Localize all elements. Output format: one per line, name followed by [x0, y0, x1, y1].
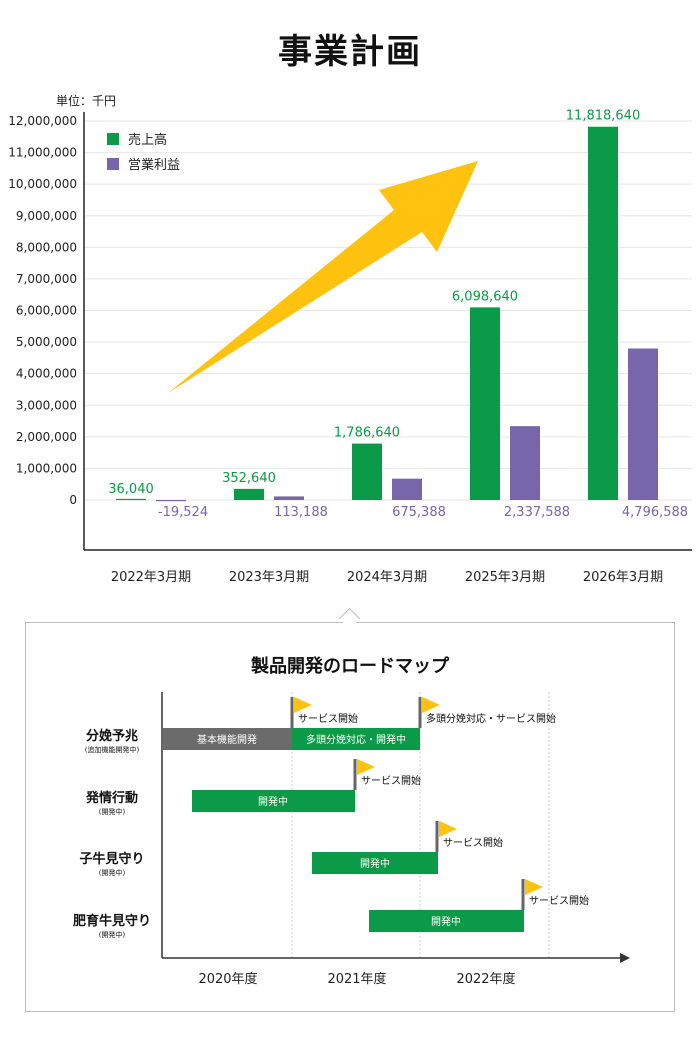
data-label-sales: 11,818,640 [566, 109, 640, 124]
page-title: 事業計画 [278, 32, 422, 72]
bar-profit [392, 478, 422, 500]
flag-marker: サービス開始 [290, 697, 358, 728]
y-tick-label: 2,000,000 [16, 430, 77, 444]
year-label: 2021年度 [327, 971, 386, 987]
gantt-bar-label: 基本機能開発 [197, 733, 257, 746]
gantt-bar-label: 開発中 [431, 915, 461, 928]
legend-swatch-profit [107, 158, 119, 170]
row-sub: (開発中) [99, 930, 126, 939]
growth-arrow-icon [168, 161, 478, 393]
gantt-bar [163, 728, 292, 750]
bar-chart: 12,000,000 11,000,000 10,000,000 9,000,000 8… [8, 109, 692, 585]
year-label: 2020年度 [198, 971, 257, 987]
flag-icon [294, 697, 312, 713]
data-label-sales: 352,640 [222, 471, 276, 486]
legend-swatch-sales [107, 133, 119, 145]
data-label-sales: 6,098,640 [452, 289, 518, 304]
row-name: 子牛見守り [79, 851, 144, 867]
data-label-profit: 4,796,588 [622, 505, 688, 520]
bars [116, 126, 658, 502]
flag-label: サービス開始 [443, 836, 503, 849]
row-name: 分娩予兆 [86, 728, 138, 744]
roadmap-panel [25, 622, 675, 1012]
legend-label-sales: 売上高 [128, 132, 167, 148]
y-tick-label: 3,000,000 [16, 398, 77, 412]
gantt-bar [369, 910, 524, 932]
x-tick-label: 2026年3月期 [583, 570, 663, 585]
x-tick-label: 2023年3月期 [229, 570, 309, 585]
bar-sales [116, 498, 146, 501]
gantt-bar [292, 728, 420, 750]
row-name: 発情行動 [85, 790, 138, 806]
flag-marker: サービス開始 [435, 821, 503, 852]
flag-icon [525, 879, 543, 895]
flag-icon [422, 697, 440, 713]
bar-profit [628, 348, 658, 500]
data-labels: 36,040 -19,524 352,640 113,188 1,786,640 675,… [108, 109, 688, 520]
legend-label-profit: 営業利益 [128, 157, 180, 173]
data-label-sales: 36,040 [108, 482, 154, 497]
bar-profit [510, 426, 540, 500]
data-label-profit: 675,388 [392, 505, 446, 520]
flag-icon [439, 821, 457, 837]
flag-marker: サービス開始 [521, 879, 589, 910]
roadmap-title: 製品開発のロードマップ [251, 656, 449, 677]
legend: 売上高 営業利益 [107, 132, 180, 173]
gantt-bar [192, 790, 355, 812]
y-tick-label: 9,000,000 [16, 209, 77, 223]
flag-label: 多頭分娩対応・サービス開始 [426, 712, 556, 725]
y-axis-ticks: 12,000,000 11,000,000 10,000,000 9,000,000 8… [8, 114, 77, 507]
bar-profit [274, 496, 304, 500]
flag-marker: 多頭分娩対応・サービス開始 [418, 697, 556, 728]
y-tick-label: 8,000,000 [16, 240, 77, 254]
data-label-profit: 113,188 [274, 505, 328, 520]
data-label-profit: -19,524 [158, 505, 208, 520]
y-tick-label: 10,000,000 [8, 177, 77, 191]
flag-icon [357, 759, 375, 775]
x-axis-ticks: 2022年3月期 2023年3月期 2024年3月期 2025年3月期 2026年3月期 [111, 570, 663, 585]
y-tick-label: 1,000,000 [16, 461, 77, 475]
gantt-bar-label: 開発中 [258, 795, 288, 808]
row-sub: (開発中) [99, 807, 126, 816]
data-label-sales: 1,786,640 [334, 426, 400, 441]
data-label-profit: 2,337,588 [504, 505, 570, 520]
y-tick-label: 4,000,000 [16, 367, 77, 381]
x-tick-label: 2024年3月期 [347, 570, 427, 585]
unit-label: 単位：千円 [56, 94, 117, 108]
bar-profit [156, 500, 186, 502]
y-tick-label: 6,000,000 [16, 304, 77, 318]
y-tick-label: 12,000,000 [8, 114, 77, 128]
bar-sales [588, 126, 618, 500]
x-axis-arrowhead-icon [620, 953, 630, 963]
x-tick-label: 2022年3月期 [111, 570, 191, 585]
row-sub: (追加機能開発中) [85, 745, 140, 754]
row-sub: (開発中) [99, 868, 126, 877]
y-tick-label: 5,000,000 [16, 335, 77, 349]
gantt-bar-label: 開発中 [360, 857, 390, 870]
flag-label: サービス開始 [529, 894, 589, 907]
bar-sales [234, 488, 264, 500]
flag-label: サービス開始 [361, 774, 421, 787]
bar-sales [352, 443, 382, 500]
flag-marker: サービス開始 [353, 759, 421, 790]
x-tick-label: 2025年3月期 [465, 570, 545, 585]
y-tick-label: 7,000,000 [16, 272, 77, 286]
flag-label: サービス開始 [298, 712, 358, 725]
year-label: 2022年度 [456, 971, 515, 987]
y-tick-label: 11,000,000 [8, 146, 77, 160]
bar-sales [470, 307, 500, 500]
y-tick-label: 0 [69, 493, 77, 507]
gantt-bar [312, 852, 438, 874]
row-name: 肥育牛見守り [73, 913, 151, 929]
gantt-bar-label: 多頭分娩対応・開発中 [306, 733, 406, 746]
